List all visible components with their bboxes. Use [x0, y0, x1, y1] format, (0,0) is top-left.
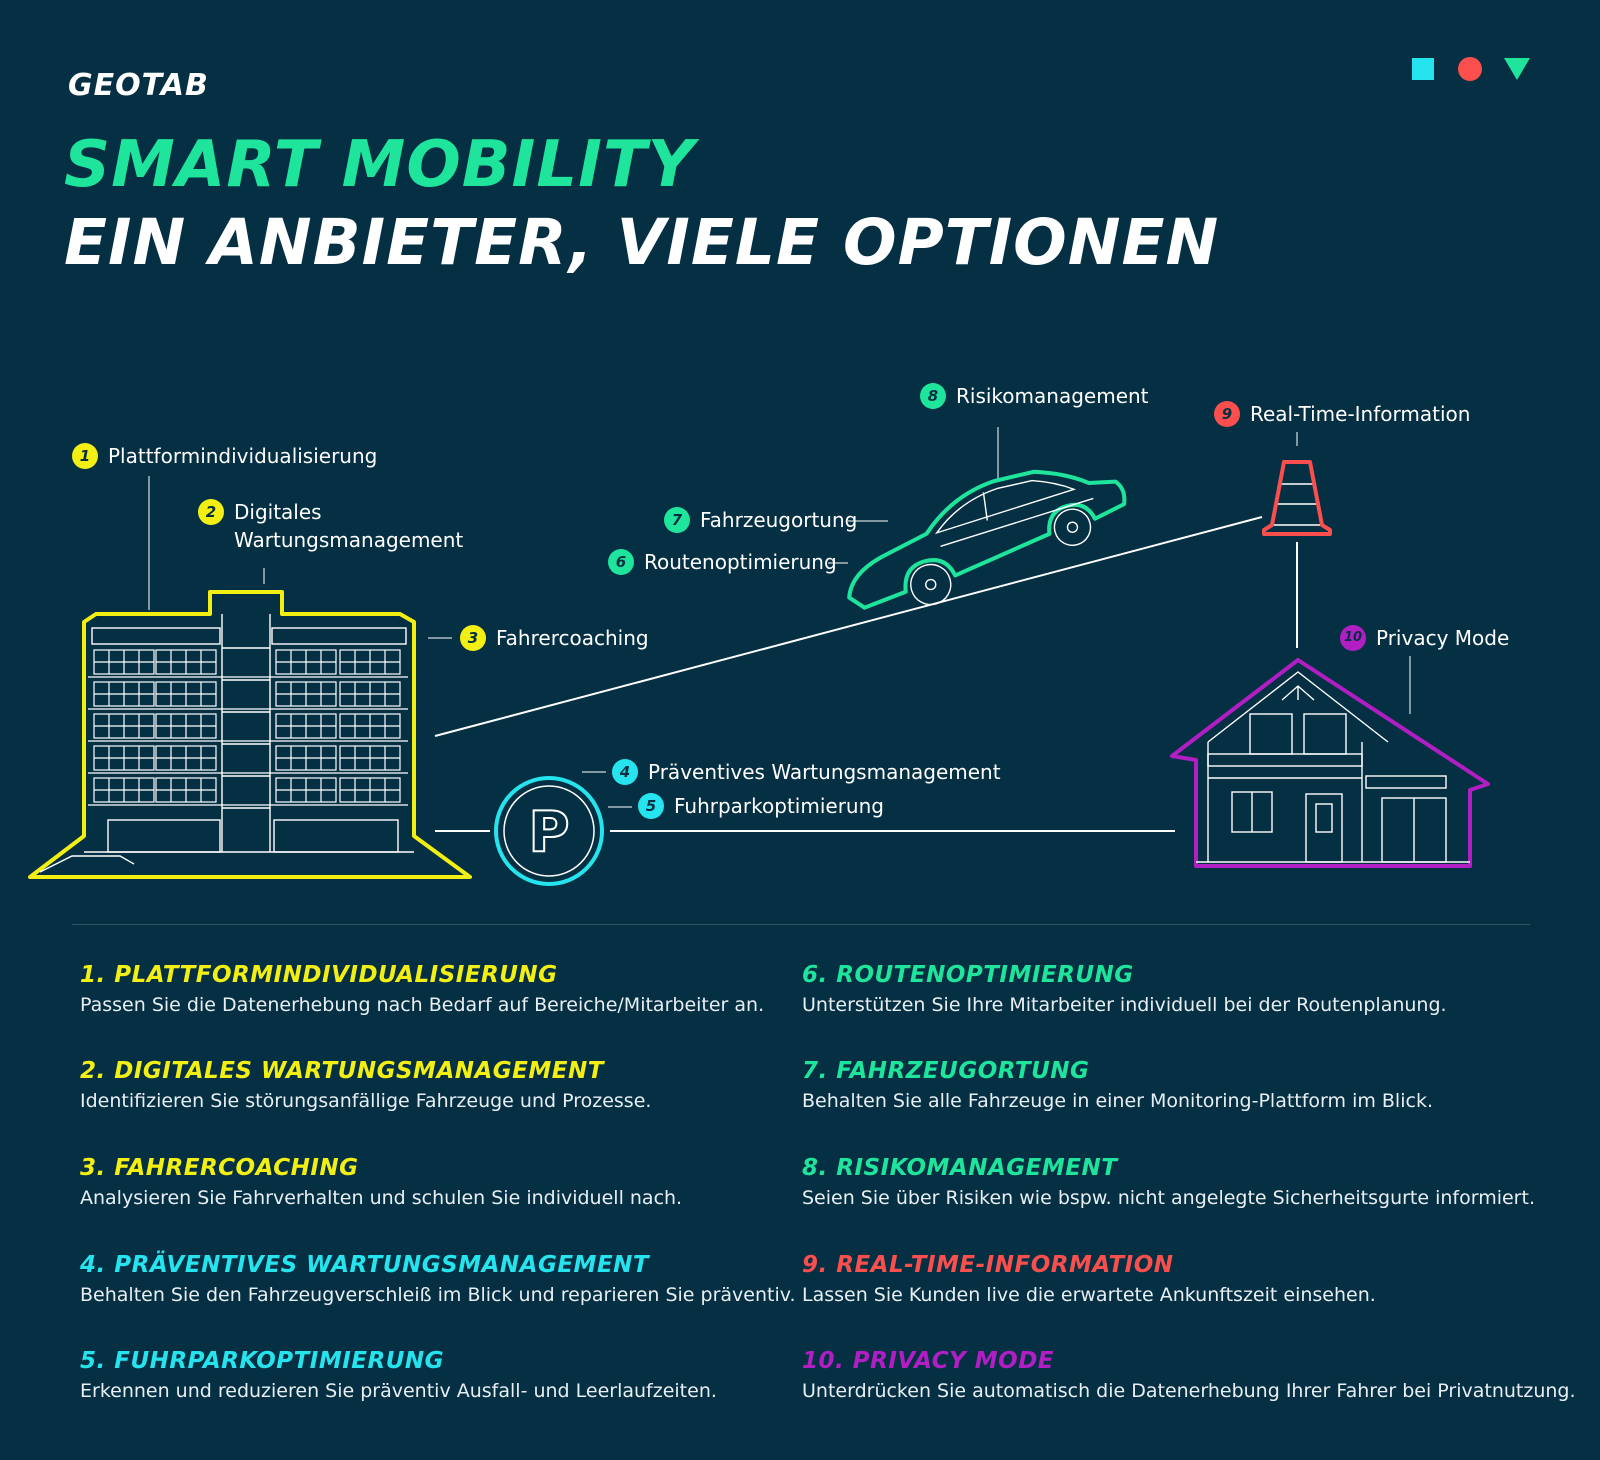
callout-number: 1 — [72, 443, 98, 469]
circle-shape-icon — [1458, 57, 1482, 81]
feature-item-3: 3. FAHRERCOACHING Analysieren Sie Fahrve… — [80, 1153, 800, 1211]
callout-label: Fahrzeugortung — [700, 508, 858, 532]
feature-item-1: 1. PLATTFORMINDIVIDUALISIERUNG Passen Si… — [80, 960, 800, 1018]
feature-text: Erkennen und reduzieren Sie präventiv Au… — [80, 1380, 717, 1402]
feature-item-7: 7. FAHRZEUGORTUNG Behalten Sie alle Fahr… — [802, 1056, 1522, 1114]
triangle-shape-icon — [1504, 58, 1530, 80]
callout-2: 2 Digitales Wartungsmanagement — [198, 498, 463, 554]
callout-number: 2 — [198, 499, 224, 525]
callout-5: 5 Fuhrparkoptimierung — [638, 792, 884, 820]
callout-label: Risikomanagement — [956, 384, 1149, 408]
feature-title: 3. FAHRERCOACHING — [80, 1155, 359, 1181]
feature-title: 4. PRÄVENTIVES WARTUNGSMANAGEMENT — [80, 1252, 650, 1278]
feature-item-5: 5. FUHRPARKOPTIMIERUNG Erkennen und redu… — [80, 1346, 800, 1404]
traffic-cone-icon — [1262, 460, 1332, 536]
page-title: SMART MOBILITY — [64, 128, 695, 202]
parking-sign-letter: P — [528, 800, 569, 865]
feature-text: Identifizieren Sie störungsanfällige Fah… — [80, 1090, 652, 1112]
illustration: P — [0, 360, 1600, 900]
callout-8: 8 Risikomanagement — [920, 382, 1149, 410]
feature-text: Unterstützen Sie Ihre Mitarbeiter indivi… — [802, 994, 1447, 1016]
connector-lines — [434, 516, 1298, 832]
callout-number: 3 — [460, 625, 486, 651]
callout-number: 10 — [1340, 625, 1366, 651]
callout-9: 9 Real-Time-Information — [1214, 400, 1470, 428]
feature-title: 8. RISIKOMANAGEMENT — [802, 1155, 1118, 1181]
feature-item-8: 8. RISIKOMANAGEMENT Seien Sie über Risik… — [802, 1153, 1535, 1211]
square-shape-icon — [1412, 58, 1434, 80]
callout-3: 3 Fahrercoaching — [460, 624, 649, 652]
feature-item-6: 6. ROUTENOPTIMIERUNG Unterstützen Sie Ih… — [802, 960, 1522, 1018]
feature-title: 1. PLATTFORMINDIVIDUALISIERUNG — [80, 962, 558, 988]
brand-shapes — [1410, 56, 1540, 86]
feature-text: Behalten Sie den Fahrzeugverschleiß im B… — [80, 1284, 796, 1306]
road-line-upper — [434, 516, 1263, 737]
feature-item-9: 9. REAL-TIME-INFORMATION Lassen Sie Kund… — [802, 1250, 1522, 1308]
callout-number: 5 — [638, 793, 664, 819]
geotab-logo: GEOTAB — [68, 68, 209, 103]
callout-number: 4 — [612, 759, 638, 785]
callout-4: 4 Präventives Wartungsmanagement — [612, 758, 1001, 786]
leader-lines — [148, 427, 1411, 808]
page-subtitle: EIN ANBIETER, VIELE OPTIONEN — [64, 206, 1220, 279]
callout-number: 8 — [920, 383, 946, 409]
callout-label: Fuhrparkoptimierung — [674, 794, 884, 818]
callout-label: Real-Time-Information — [1250, 402, 1471, 426]
feature-text: Behalten Sie alle Fahrzeuge in einer Mon… — [802, 1090, 1433, 1112]
callout-1: 1 Plattformindividualisierung — [72, 442, 377, 470]
feature-title: 6. ROUTENOPTIMIERUNG — [802, 962, 1134, 988]
feature-text: Unterdrücken Sie automatisch die Datener… — [802, 1380, 1576, 1402]
callout-label: Präventives Wartungsmanagement — [648, 760, 1001, 784]
feature-item-2: 2. DIGITALES WARTUNGSMANAGEMENT Identifi… — [80, 1056, 800, 1114]
car-icon — [847, 469, 1127, 610]
callout-label: Digitales — [234, 500, 322, 524]
callout-number: 9 — [1214, 401, 1240, 427]
feature-text: Lassen Sie Kunden live die erwartete Ank… — [802, 1284, 1376, 1306]
feature-title: 7. FAHRZEUGORTUNG — [802, 1058, 1090, 1084]
feature-title: 9. REAL-TIME-INFORMATION — [802, 1252, 1174, 1278]
house-icon — [1170, 658, 1490, 868]
feature-item-4: 4. PRÄVENTIVES WARTUNGSMANAGEMENT Behalt… — [80, 1250, 800, 1308]
building-icon — [28, 590, 472, 879]
callout-number: 7 — [664, 507, 690, 533]
divider — [72, 924, 1530, 925]
callout-10: 10 Privacy Mode — [1340, 624, 1509, 652]
feature-item-10: 10. PRIVACY MODE Unterdrücken Sie automa… — [802, 1346, 1576, 1404]
feature-title: 2. DIGITALES WARTUNGSMANAGEMENT — [80, 1058, 604, 1084]
callout-label: Fahrercoaching — [496, 626, 649, 650]
feature-title: 10. PRIVACY MODE — [802, 1348, 1054, 1374]
feature-text: Analysieren Sie Fahrverhalten und schule… — [80, 1187, 683, 1209]
illustration-svg: P — [28, 427, 1490, 886]
callout-7: 7 Fahrzeugortung — [664, 506, 857, 534]
parking-sign-icon: P — [494, 776, 604, 886]
feature-title: 5. FUHRPARKOPTIMIERUNG — [80, 1348, 445, 1374]
callout-label-line2: Wartungsmanagement — [234, 528, 464, 552]
feature-text: Seien Sie über Risiken wie bspw. nicht a… — [802, 1187, 1535, 1209]
callout-number: 6 — [608, 549, 634, 575]
callout-label: Routenoptimierung — [644, 550, 837, 574]
callout-label: Plattformindividualisierung — [108, 444, 378, 468]
feature-text: Passen Sie die Datenerhebung nach Bedarf… — [80, 994, 765, 1016]
callout-label: Privacy Mode — [1376, 626, 1510, 650]
callout-6: 6 Routenoptimierung — [608, 548, 837, 576]
